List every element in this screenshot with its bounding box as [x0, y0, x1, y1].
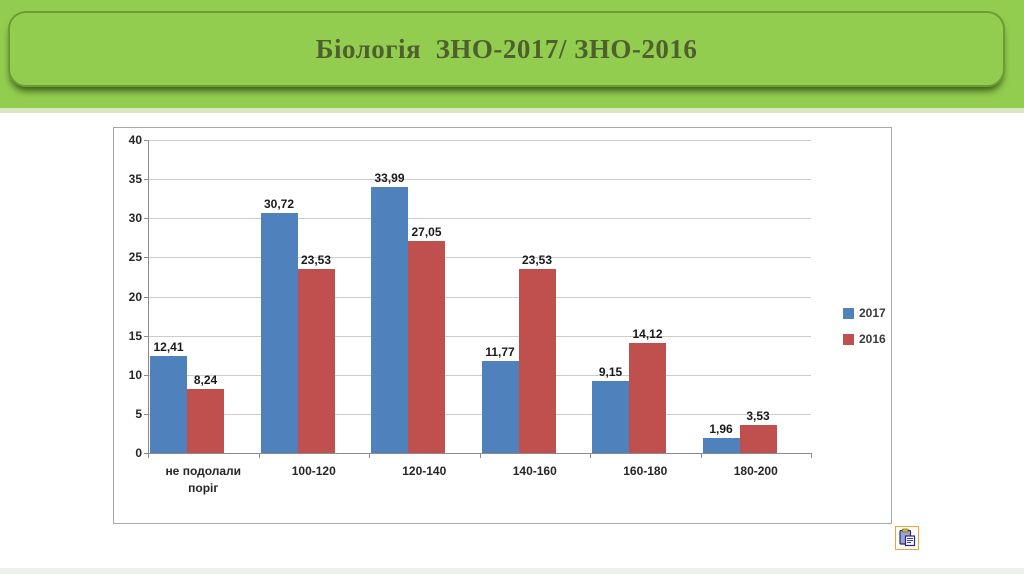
paste-options-button[interactable]: [895, 526, 919, 550]
y-axis-tick: [144, 140, 148, 141]
bar-2016-6: [739, 425, 777, 453]
bar-2017-4: [481, 360, 519, 453]
legend-swatch-2016: [843, 333, 854, 345]
bar-2017-6: [702, 437, 740, 453]
y-axis-tick: [144, 296, 148, 298]
y-axis-tick-label: 5: [135, 406, 142, 421]
bar-value-label: 14,12: [632, 326, 663, 341]
y-axis-tick: [144, 335, 148, 337]
x-axis-category-label: не подолали поріг: [165, 464, 242, 496]
x-axis-category-label: 140-160: [512, 464, 557, 478]
clipboard-paste-icon: [899, 528, 916, 547]
x-axis-tick: [258, 453, 260, 458]
bar-value-label: 9,15: [598, 365, 623, 380]
bottom-strip: [0, 568, 1024, 574]
bar-value-label: 30,72: [263, 196, 295, 211]
x-axis-tick: [590, 453, 591, 458]
bar-value-label: 8,24: [193, 372, 218, 387]
bar-value-label: 3,53: [746, 409, 770, 424]
bar-2017-3: [371, 187, 408, 453]
y-axis-tick: [144, 218, 148, 220]
legend-item-2017: 2017: [843, 306, 886, 320]
bar-2016-2: [297, 268, 335, 453]
legend-item-2016: 2016: [843, 332, 886, 346]
y-axis-tick-label: 35: [128, 172, 142, 187]
bar-value-label: 33,99: [374, 171, 405, 186]
y-axis-line: [148, 140, 149, 453]
bar-2017-2: [260, 212, 298, 453]
legend-swatch-2017: [843, 307, 854, 319]
header-band: Біологія ЗНО-2017/ ЗНО-2016: [0, 0, 1024, 113]
gridline: [148, 179, 811, 181]
x-axis-category-label: 100-120: [291, 464, 336, 478]
bar-value-label: 23,53: [521, 252, 553, 267]
legend-label-2017: 2017: [859, 306, 886, 320]
x-axis-tick: [148, 453, 149, 458]
bar-2016-5: [629, 342, 666, 453]
y-axis-tick: [144, 453, 148, 454]
x-axis-category-label: 180-200: [733, 464, 778, 478]
bar-value-label: 11,77: [485, 344, 515, 359]
y-axis-tick: [144, 257, 148, 259]
y-axis-tick-label: 15: [128, 328, 142, 343]
bar-2016-4: [518, 268, 556, 453]
bar-2016-3: [408, 241, 445, 453]
slide-title: Біологія ЗНО-2017/ ЗНО-2016: [315, 33, 698, 64]
legend-label-2016: 2016: [859, 332, 886, 346]
gridline: [148, 335, 811, 337]
y-axis-tick: [144, 374, 148, 376]
title-box: Біологія ЗНО-2017/ ЗНО-2016: [8, 11, 1005, 87]
gridline: [148, 257, 811, 259]
y-axis-tick-label: 20: [128, 289, 142, 304]
bar-value-label: 1,96: [709, 421, 733, 436]
y-axis-tick: [144, 179, 148, 181]
bar-2017-1: [150, 355, 187, 453]
gridline: [148, 374, 811, 376]
bar-2016-1: [187, 388, 224, 453]
gridline: [148, 413, 811, 415]
x-axis-tick: [369, 453, 370, 458]
bar-value-label: 12,41: [153, 339, 184, 354]
chart: 0 5 10 15 20 25 30 35 40 12,41 30,72 33,99 11,77 9,15…: [113, 127, 892, 524]
y-axis-tick-label: 40: [128, 133, 142, 147]
bar-value-label: 27,05: [411, 225, 442, 240]
bar-2017-5: [592, 381, 629, 453]
bar-value-label: 23,53: [300, 252, 332, 267]
gridline: [148, 218, 811, 220]
x-axis-tick: [811, 453, 812, 458]
gridline: [148, 296, 811, 298]
gridline: [148, 140, 811, 141]
y-axis-tick: [144, 413, 148, 415]
x-axis-tick: [700, 453, 702, 458]
y-axis-tick-label: 25: [128, 250, 142, 265]
y-axis-tick-label: 30: [128, 211, 142, 226]
y-axis-tick-label: 10: [128, 367, 142, 382]
x-axis-category-label: 160-180: [623, 464, 668, 478]
x-axis-category-label: 120-140: [402, 464, 447, 478]
y-axis-tick-label: 0: [135, 446, 142, 460]
x-axis-tick: [479, 453, 481, 458]
